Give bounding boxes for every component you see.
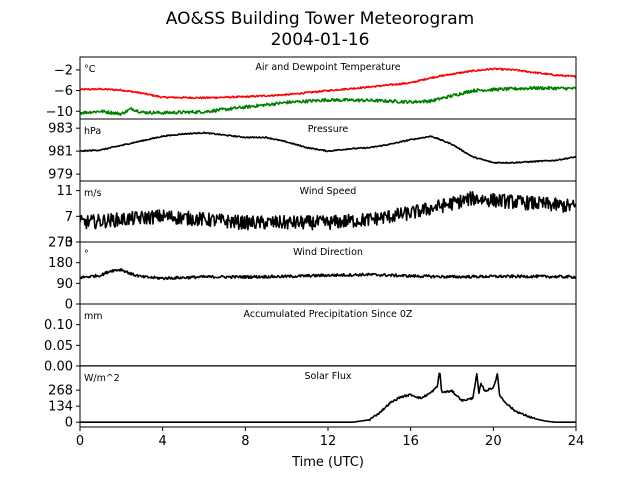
series-line-temp-1: [80, 85, 576, 116]
figure-title: AO&SS Building Tower Meteorogram: [166, 9, 474, 29]
y-tick-label: 0.05: [44, 339, 73, 354]
x-tick-label: 24: [568, 434, 585, 449]
y-tick-label: 270: [48, 236, 73, 251]
y-tick-label: 979: [48, 168, 73, 183]
series-line-wind-speed-0: [80, 191, 576, 231]
x-tick-label: 0: [76, 434, 84, 449]
panel-title: Wind Direction: [293, 247, 363, 258]
panel-pressure: 983 981 979 hPa Pressure: [48, 118, 577, 183]
panel-unit: W/m^2: [84, 373, 120, 384]
panel-unit: mm: [84, 311, 103, 322]
x-tick-label: 16: [402, 434, 419, 449]
y-tick-label: 981: [48, 145, 73, 160]
panel-unit: m/s: [84, 188, 101, 199]
panels: −2 −6 −10 °C Air and Dewpoint Temperature 983…: [44, 56, 577, 431]
y-tick-label: −10: [46, 105, 73, 120]
series-line-wind-dir-0: [80, 268, 576, 281]
panel-temp: −2 −6 −10 °C Air and Dewpoint Temperature: [46, 56, 577, 120]
panel-wind-speed: 11 7 3 m/s Wind Speed: [56, 180, 577, 251]
x-axis-label: Time (UTC): [291, 455, 364, 470]
panel-unit: hPa: [84, 126, 101, 137]
y-tick-label: 180: [48, 256, 73, 271]
y-tick-label: 90: [56, 277, 73, 292]
y-tick-label: 134: [48, 400, 73, 415]
series-line-solar-0: [80, 372, 576, 424]
panel-unit: °: [84, 249, 89, 260]
x-tick-label: 12: [320, 434, 337, 449]
y-tick-label: 3: [65, 236, 73, 251]
y-tick-label: −6: [54, 84, 73, 99]
figure-date: 2004-01-16: [271, 30, 370, 50]
y-tick-label: 0.10: [44, 318, 73, 333]
x-tick-label: 8: [241, 434, 249, 449]
y-tick-label: 268: [48, 384, 73, 399]
y-tick-label: 7: [65, 210, 73, 225]
x-tick-label: 20: [485, 434, 502, 449]
y-tick-label: 0: [65, 298, 73, 313]
y-tick-label: 11: [56, 184, 73, 199]
series-line-pressure-0: [80, 131, 576, 164]
y-tick-label: 983: [48, 122, 73, 137]
panel-title: Wind Speed: [300, 186, 357, 197]
panel-title: Solar Flux: [305, 371, 352, 382]
series-line-temp-0: [80, 67, 576, 100]
panel-title: Accumulated Precipitation Since 0Z: [244, 309, 413, 320]
y-tick-label: 0: [65, 416, 73, 431]
panel-precip: 0.10 0.05 0.00 mm Accumulated Precipitation …: [44, 303, 577, 375]
panel-title: Pressure: [308, 124, 349, 135]
panel-title: Air and Dewpoint Temperature: [255, 62, 400, 73]
x-tick-label: 4: [159, 434, 167, 449]
x-axis: 0 4 8 12 16 20 24: [76, 427, 584, 449]
y-tick-label: −2: [54, 63, 73, 78]
y-tick-label: 0.00: [44, 360, 73, 375]
panel-unit: °C: [84, 64, 96, 75]
panel-wind-dir: 270 180 90 0 ° Wind Direction: [48, 236, 577, 313]
